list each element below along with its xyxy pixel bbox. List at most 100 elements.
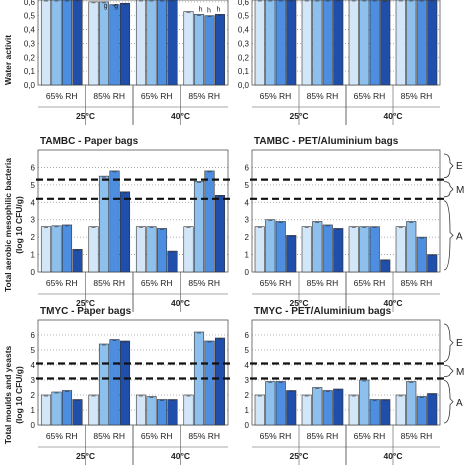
bar: [72, 249, 83, 273]
y-tick-label: 2: [31, 233, 36, 242]
bar: [301, 0, 312, 86]
bar: [72, 0, 83, 86]
bar: [348, 394, 359, 426]
bar: [395, 226, 406, 273]
chart-panel-2: 0,0 0,1 0,2 0,3 0,4 0,5 0,6 65% RH 85% RH 65% RH 8…: [238, 0, 441, 125]
bar: [119, 340, 131, 426]
bar: [98, 175, 110, 273]
x-category-label: 65% RH: [141, 278, 173, 288]
panel-title: TMYC - Paper bags: [40, 306, 132, 317]
y-tick-label: 0,4: [238, 26, 250, 35]
bar: [427, 254, 438, 273]
bar: [369, 0, 380, 86]
x-group-label: 25°C: [290, 451, 309, 461]
bar: [135, 394, 147, 426]
y-tick-label: 0,3: [24, 39, 36, 48]
bar: [135, 226, 147, 273]
zone-bracket-a: [443, 200, 454, 271]
y-tick-label: 0,4: [24, 26, 36, 35]
bar: [183, 11, 194, 86]
bar: [204, 340, 215, 426]
bar: [72, 399, 83, 426]
bar: [88, 226, 99, 273]
bar: [51, 0, 62, 86]
bar: [167, 399, 178, 426]
y-tick-label: 6: [31, 163, 36, 172]
bar: [40, 0, 52, 86]
bar: [193, 181, 205, 273]
bar: [406, 381, 417, 426]
bar: [312, 387, 323, 426]
bar: [146, 226, 157, 273]
chart-panel-1: 0,00,10,20,30,40,50,6 g g h h h65% RH 85% RH 65…: [24, 0, 229, 125]
bar: [395, 0, 406, 86]
panel-title: TAMBC - PET/Aluminium bags: [254, 136, 399, 147]
bar: [416, 236, 427, 273]
y-tick-label: 1: [245, 251, 250, 260]
bar: [40, 226, 52, 273]
y-tick-label: 5: [245, 346, 250, 355]
x-group-label: 40°C: [171, 111, 190, 121]
zone-label-m: M: [456, 367, 464, 378]
bar: [167, 250, 178, 273]
ylabel-tamb-line2: (log 10 CFU/g): [14, 196, 24, 254]
y-tick-label: 0,1: [238, 67, 250, 76]
ylabel-tamb-line1: Total aerobic mesophilic bacteria: [3, 158, 13, 292]
bar: [416, 396, 427, 426]
bar: [406, 0, 417, 86]
y-tick-label: 0: [31, 421, 36, 430]
zone-label-a: A: [456, 398, 463, 409]
x-group-label: 40°C: [171, 298, 190, 308]
chart-panel-3: TAMBC - Paper bags 0 1 2 3 4 5 6 65% RH 85% RH 65%…: [31, 136, 232, 312]
y-tick-label: 0,5: [24, 12, 36, 21]
y-tick-label: 6: [245, 331, 250, 340]
x-category-label: 85% RH: [307, 91, 339, 101]
bar: [333, 228, 344, 273]
bar: [61, 390, 73, 426]
y-tick-label: 2: [245, 391, 250, 400]
x-category-label: 85% RH: [93, 278, 125, 288]
bar: [40, 394, 52, 426]
bar: [119, 2, 131, 86]
y-tick-label: 1: [31, 251, 36, 260]
x-category-label: 85% RH: [188, 278, 220, 288]
y-tick-label: 0,1: [24, 67, 36, 76]
zone-bracket-m: [443, 181, 454, 198]
bar: [380, 0, 391, 86]
bar: [109, 4, 120, 86]
y-tick-label: 4: [31, 198, 36, 207]
y-tick-label: 3: [31, 216, 36, 225]
y-tick-label: 0,0: [24, 81, 36, 90]
bar: [275, 221, 286, 273]
bar: [146, 396, 157, 426]
bar: [406, 221, 417, 273]
x-category-label: 65% RH: [260, 431, 292, 441]
ylabel-tmyc-line1: Total moulds and yeasts: [3, 345, 13, 444]
bar: [322, 224, 333, 273]
bar: [427, 393, 438, 426]
x-category-label: 85% RH: [307, 431, 339, 441]
bar: [275, 381, 286, 426]
x-category-label: 65% RH: [141, 431, 173, 441]
x-category-label: 65% RH: [46, 278, 78, 288]
bar: [214, 14, 226, 86]
bar: [301, 394, 312, 426]
ylabel-water-activity: Water activit: [3, 35, 13, 85]
zone-label-a: A: [456, 231, 463, 242]
y-tick-label: 3: [245, 216, 250, 225]
bar: [348, 0, 359, 86]
x-category-label: 85% RH: [188, 431, 220, 441]
y-tick-label: 5: [245, 181, 250, 190]
panel-title: TMYC - PET/Aluminium bags: [254, 306, 392, 317]
bar: [254, 394, 265, 426]
bar: [427, 0, 438, 86]
bar: [183, 226, 194, 273]
bar: [88, 1, 99, 86]
bar: [359, 0, 370, 86]
bar: [348, 226, 359, 273]
bar: [359, 226, 370, 273]
y-tick-label: 0: [31, 268, 36, 277]
zone-bracket-e: [443, 153, 454, 179]
y-tick-label: 0: [245, 268, 250, 277]
chart-panel-5: TMYC - Paper bags 0 1 2 3 4 5 6 65% RH 85% RH 65% …: [31, 306, 232, 465]
